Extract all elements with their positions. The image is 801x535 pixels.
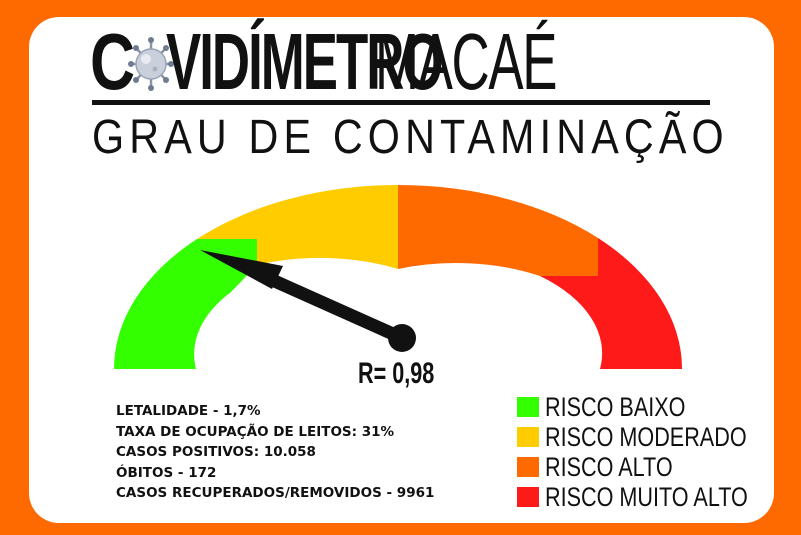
legend-item-baixo: RISCO BAIXO (517, 392, 799, 422)
gauge-segment-alto (398, 184, 598, 276)
legend-swatch (517, 397, 539, 417)
gauge-segment-baixo (114, 239, 257, 369)
logo-city-text: MACAÉ (375, 17, 557, 106)
stat-ocupacao-leitos: TAXA DE OCUPAÇÃO DE LEITOS: 31% (116, 423, 395, 440)
legend-label: RISCO BAIXO (545, 391, 686, 422)
stat-casos-recuperados: CASOS RECUPERADOS/REMOVIDOS - 9961 (116, 485, 435, 501)
risk-legend: RISCO BAIXO RISCO MODERADO RISCO ALTO RI… (517, 392, 799, 512)
r-value-label: R= 0,98 (358, 357, 435, 390)
legend-item-moderado: RISCO MODERADO (517, 422, 799, 452)
page-subtitle: GRAU DE CONTAMINAÇÃO (92, 111, 729, 164)
gauge-segment-moderado (197, 185, 398, 269)
coronavirus-icon (127, 37, 174, 91)
gauge-needle-head (200, 250, 283, 289)
stats-list: LETALIDADE - 1,7% TAXA DE OCUPAÇÃO DE LE… (116, 401, 434, 504)
legend-swatch (517, 457, 539, 477)
covidimetro-logo: C VIDÍMETRO MACAÉ (90, 17, 710, 106)
logo-underline (92, 100, 710, 105)
legend-label: RISCO ALTO (545, 451, 673, 482)
legend-item-muito-alto: RISCO MUITO ALTO (517, 482, 799, 512)
gauge-segment-muito-alto (540, 238, 683, 369)
gauge-needle (267, 273, 405, 344)
stat-obitos: ÓBITOS - 172 (116, 464, 217, 481)
legend-swatch (517, 427, 539, 447)
legend-label: RISCO MUITO ALTO (545, 481, 748, 512)
gauge-pivot (388, 324, 416, 352)
logo-letter-c: C (90, 17, 135, 106)
legend-swatch (517, 487, 539, 507)
legend-item-alto: RISCO ALTO (517, 452, 799, 482)
stat-casos-positivos: CASOS POSITIVOS: 10.058 (116, 444, 316, 460)
legend-label: RISCO MODERADO (545, 421, 747, 452)
logo-covidimetro-text: VIDÍMETRO (165, 17, 444, 106)
stat-letalidade: LETALIDADE - 1,7% (116, 403, 261, 419)
